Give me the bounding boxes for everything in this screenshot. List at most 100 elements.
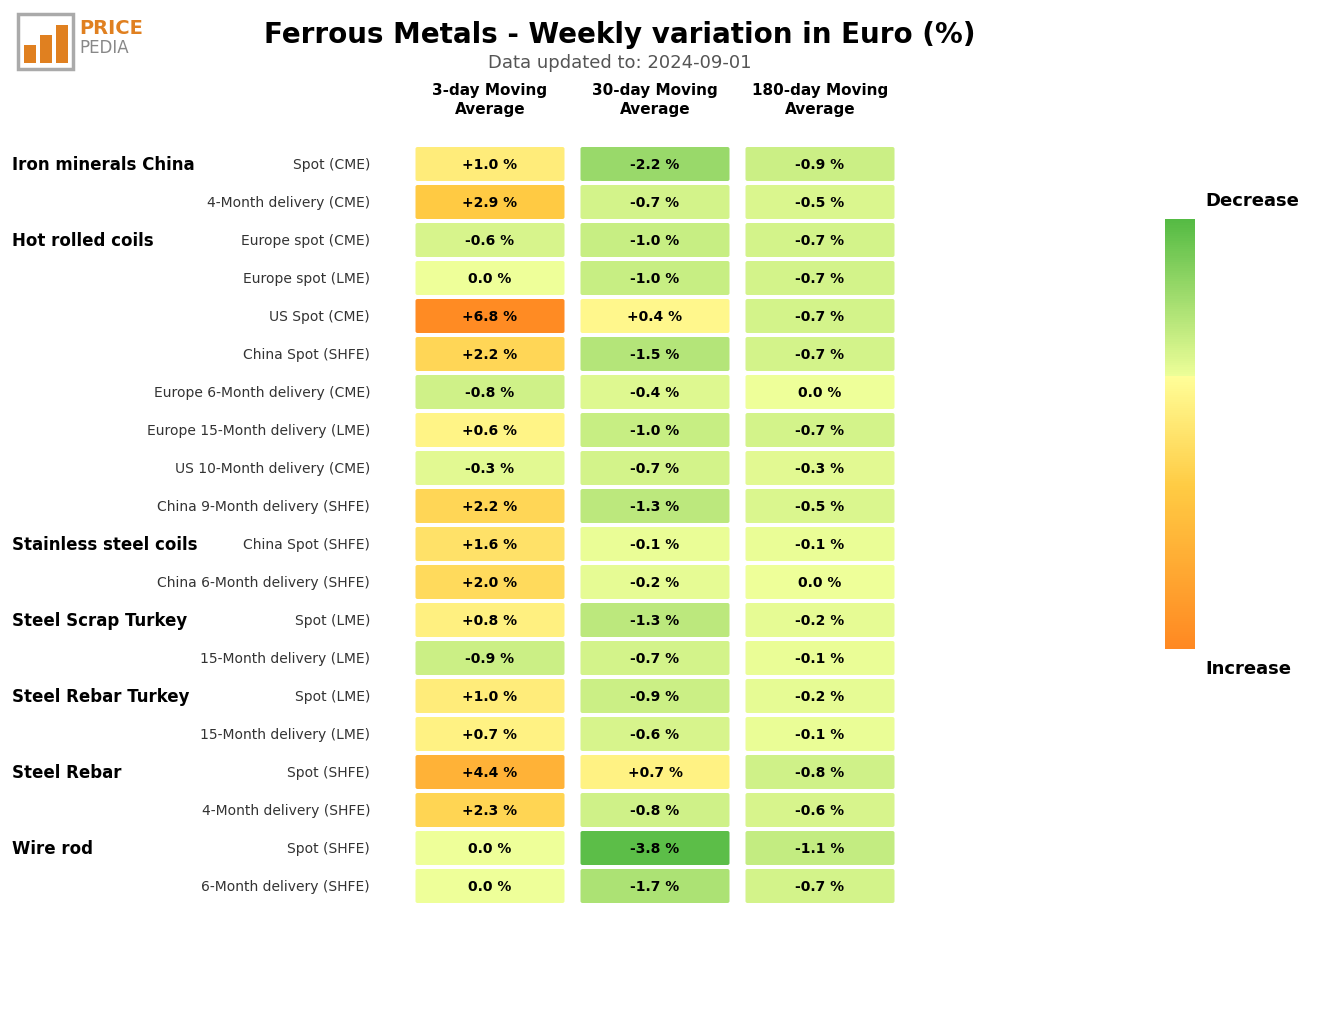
- Text: -0.8 %: -0.8 %: [796, 765, 845, 780]
- FancyBboxPatch shape: [581, 337, 730, 372]
- Text: Wire rod: Wire rod: [12, 840, 92, 857]
- Bar: [1166, 552, 1195, 555]
- Bar: [1166, 645, 1195, 647]
- FancyBboxPatch shape: [416, 262, 565, 296]
- Bar: [1166, 407, 1195, 409]
- FancyBboxPatch shape: [416, 566, 565, 599]
- Text: Increase: Increase: [1205, 659, 1291, 678]
- Bar: [1166, 557, 1195, 559]
- Text: -0.7 %: -0.7 %: [631, 651, 680, 665]
- Bar: [1166, 288, 1195, 290]
- Bar: [1166, 544, 1195, 546]
- Text: +0.8 %: +0.8 %: [462, 613, 517, 628]
- Text: China Spot (SHFE): China Spot (SHFE): [243, 347, 370, 362]
- Bar: [1166, 239, 1195, 242]
- Text: +2.3 %: +2.3 %: [462, 803, 517, 817]
- Text: -0.9 %: -0.9 %: [466, 651, 515, 665]
- Bar: [1166, 517, 1195, 519]
- Text: Hot rolled coils: Hot rolled coils: [12, 231, 153, 250]
- Bar: [55, 25, 69, 64]
- Bar: [1166, 641, 1195, 643]
- FancyBboxPatch shape: [746, 717, 895, 751]
- Bar: [1166, 300, 1195, 302]
- Bar: [1166, 434, 1195, 437]
- FancyBboxPatch shape: [746, 185, 895, 220]
- Bar: [1166, 405, 1195, 407]
- Text: -3.8 %: -3.8 %: [631, 841, 680, 855]
- Text: -1.3 %: -1.3 %: [631, 499, 680, 514]
- Bar: [1166, 608, 1195, 610]
- Bar: [1166, 536, 1195, 538]
- Bar: [1166, 360, 1195, 362]
- Bar: [1166, 393, 1195, 396]
- Bar: [1166, 624, 1195, 626]
- FancyBboxPatch shape: [416, 414, 565, 447]
- Bar: [1166, 596, 1195, 598]
- Bar: [1166, 441, 1195, 443]
- FancyBboxPatch shape: [581, 148, 730, 181]
- Bar: [1166, 426, 1195, 428]
- FancyBboxPatch shape: [581, 489, 730, 524]
- Bar: [1166, 476, 1195, 478]
- Bar: [1166, 418, 1195, 420]
- Bar: [1166, 273, 1195, 275]
- Text: -1.0 %: -1.0 %: [631, 233, 680, 248]
- FancyBboxPatch shape: [746, 528, 895, 561]
- Bar: [1166, 540, 1195, 542]
- Bar: [1166, 237, 1195, 239]
- Bar: [1166, 355, 1195, 358]
- Bar: [1166, 568, 1195, 570]
- Bar: [1166, 492, 1195, 494]
- Bar: [1166, 521, 1195, 523]
- Bar: [1166, 358, 1195, 360]
- Text: 0.0 %: 0.0 %: [469, 879, 512, 893]
- FancyBboxPatch shape: [416, 337, 565, 372]
- FancyBboxPatch shape: [746, 793, 895, 827]
- Text: -0.5 %: -0.5 %: [796, 499, 845, 514]
- Bar: [1166, 606, 1195, 608]
- Bar: [1166, 632, 1195, 634]
- Bar: [1166, 254, 1195, 257]
- Bar: [1166, 226, 1195, 228]
- Text: -0.7 %: -0.7 %: [796, 233, 845, 248]
- Text: US Spot (CME): US Spot (CME): [269, 310, 370, 324]
- Bar: [1166, 284, 1195, 286]
- Text: +2.2 %: +2.2 %: [462, 347, 517, 362]
- Bar: [1166, 377, 1195, 379]
- Bar: [1166, 432, 1195, 434]
- FancyBboxPatch shape: [581, 451, 730, 485]
- Bar: [1166, 391, 1195, 393]
- FancyBboxPatch shape: [746, 641, 895, 676]
- Text: +2.0 %: +2.0 %: [462, 576, 517, 589]
- Text: -1.0 %: -1.0 %: [631, 272, 680, 285]
- Bar: [1166, 366, 1195, 368]
- Text: -0.7 %: -0.7 %: [796, 310, 845, 324]
- Text: China 6-Month delivery (SHFE): China 6-Month delivery (SHFE): [157, 576, 370, 589]
- Text: Spot (LME): Spot (LME): [294, 689, 370, 703]
- Bar: [1166, 461, 1195, 463]
- Bar: [1166, 398, 1195, 400]
- FancyBboxPatch shape: [416, 641, 565, 676]
- Bar: [1166, 465, 1195, 467]
- Text: +1.6 %: +1.6 %: [462, 537, 517, 551]
- Bar: [1166, 400, 1195, 403]
- Text: -1.0 %: -1.0 %: [631, 424, 680, 437]
- Text: 180-day Moving
Average: 180-day Moving Average: [752, 84, 888, 117]
- Bar: [1166, 346, 1195, 348]
- Text: 3-day Moving
Average: 3-day Moving Average: [433, 84, 548, 117]
- Bar: [1166, 618, 1195, 620]
- Bar: [40, 36, 51, 64]
- Bar: [1166, 269, 1195, 271]
- Text: Stainless steel coils: Stainless steel coils: [12, 535, 198, 553]
- Bar: [1166, 353, 1195, 355]
- Bar: [1166, 503, 1195, 505]
- Bar: [1166, 459, 1195, 461]
- Text: -1.3 %: -1.3 %: [631, 613, 680, 628]
- Bar: [1166, 282, 1195, 284]
- Bar: [1166, 292, 1195, 294]
- Bar: [1166, 555, 1195, 557]
- Bar: [1166, 294, 1195, 298]
- Bar: [1166, 484, 1195, 486]
- Text: Europe 6-Month delivery (CME): Europe 6-Month delivery (CME): [153, 385, 370, 399]
- Bar: [1166, 572, 1195, 574]
